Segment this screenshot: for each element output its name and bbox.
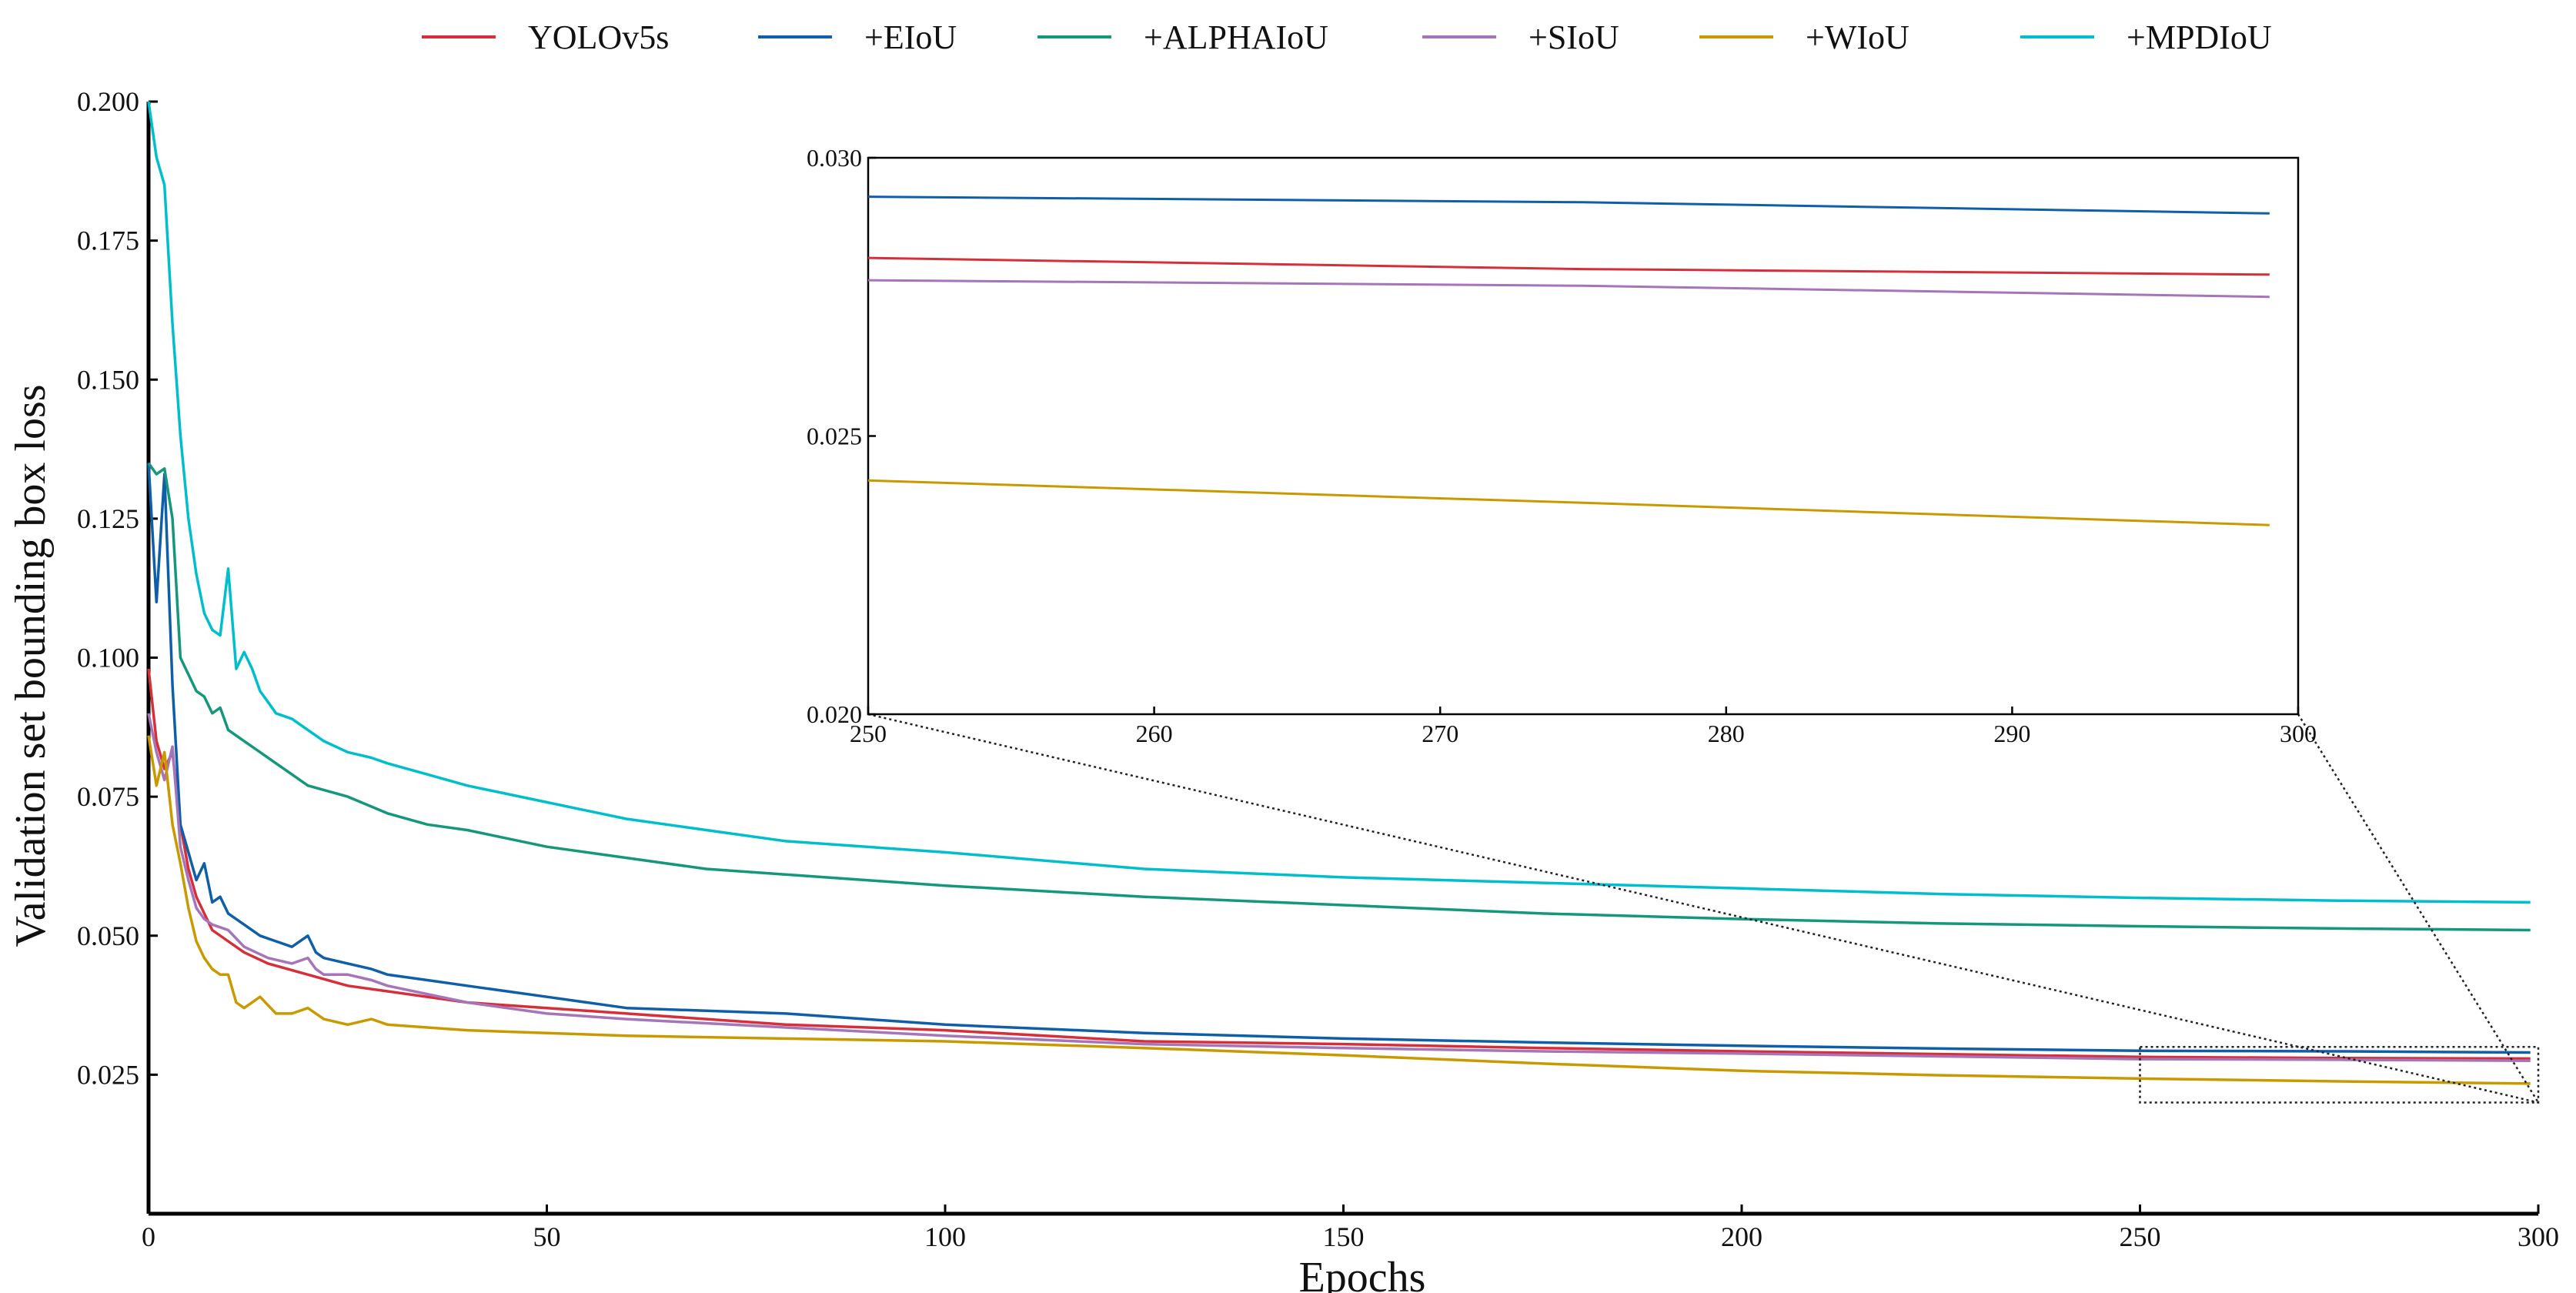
legend-item-wiou: +WIoU bbox=[1699, 18, 1909, 56]
y-tick-label-0.050: 0.050 bbox=[77, 920, 139, 951]
legend-item-alphaiou: +ALPHAIoU bbox=[1037, 18, 1328, 56]
series-line-yolov5s bbox=[147, 668, 2531, 1061]
series-line-wiou bbox=[147, 735, 2531, 1085]
y-tick-label-0.025: 0.025 bbox=[77, 1059, 139, 1090]
zoom-connector-left bbox=[867, 713, 2539, 1104]
legend-label-siou: +SIoU bbox=[1529, 18, 1619, 56]
y-tick-label-0.175: 0.175 bbox=[77, 226, 139, 256]
series-line-alphaiou bbox=[147, 462, 2531, 932]
x-tick-label-150: 150 bbox=[1323, 1221, 1365, 1252]
inset-x-tick-label-280: 280 bbox=[1708, 720, 1745, 747]
inset-x-tick-label-260: 260 bbox=[1136, 720, 1173, 747]
legend: YOLOv5s +EIoU +ALPHAIoU +SIoU +WIoU +MPDIoU bbox=[422, 18, 2272, 56]
inset-x-tick-label-250: 250 bbox=[850, 720, 887, 747]
y-tick-label-0.200: 0.200 bbox=[77, 86, 139, 117]
x-tick-label-200: 200 bbox=[1721, 1221, 1762, 1252]
inset-x-tick-label-270: 270 bbox=[1422, 720, 1458, 747]
legend-item-yolov5s: YOLOv5s bbox=[422, 18, 669, 56]
y-tick-label-0.150: 0.150 bbox=[77, 364, 139, 395]
zoom-region-box bbox=[2139, 1046, 2540, 1104]
zoom-connector-right bbox=[2297, 713, 2540, 1104]
inset-y-tick-label-0.030: 0.030 bbox=[807, 144, 862, 172]
x-tick-label-0: 0 bbox=[142, 1221, 155, 1252]
legend-item-eiou: +EIoU bbox=[758, 18, 957, 56]
inset-series-line-siou bbox=[867, 279, 2270, 299]
x-axis-label: Epochs bbox=[1299, 1254, 1426, 1293]
inset-y-tick-label-0.020: 0.020 bbox=[807, 700, 862, 728]
x-tick-label-100: 100 bbox=[924, 1221, 966, 1252]
y-axis-label: Validation set bounding box loss bbox=[7, 384, 55, 947]
x-tick-label-50: 50 bbox=[533, 1221, 561, 1252]
y-tick-label-0.125: 0.125 bbox=[77, 503, 139, 534]
legend-label-mpdiou: +MPDIoU bbox=[2127, 18, 2272, 56]
x-tick-label-300: 300 bbox=[2518, 1221, 2559, 1252]
inset-y-tick-label-0.025: 0.025 bbox=[807, 423, 862, 450]
legend-item-siou: +SIoU bbox=[1422, 18, 1619, 56]
legend-label-alphaiou: +ALPHAIoU bbox=[1144, 18, 1328, 56]
legend-label-eiou: +EIoU bbox=[864, 18, 957, 56]
inset-plot: 250 260 270 280 290 300 0.020 0.025 0.030 bbox=[807, 144, 2540, 1104]
inset-series-line-wiou bbox=[867, 479, 2270, 526]
x-tick-label-250: 250 bbox=[2120, 1221, 2161, 1252]
inset-x-tick-label-290: 290 bbox=[1993, 720, 2030, 747]
inset-frame bbox=[867, 156, 2300, 716]
legend-label-yolov5s: YOLOv5s bbox=[528, 18, 669, 56]
inset-series-line-yolov5s bbox=[867, 256, 2270, 276]
inset-series-line-eiou bbox=[867, 195, 2270, 215]
y-tick-label-0.075: 0.075 bbox=[77, 781, 139, 812]
main-plot: 0 50 100 150 200 250 300 0.025 0.050 0.075 0.100 0.… bbox=[77, 86, 2559, 1252]
series-line-siou bbox=[147, 713, 2531, 1063]
series-line-eiou bbox=[147, 463, 2531, 1054]
inset-x-tick-label-300: 300 bbox=[2280, 720, 2317, 747]
series-line-mpdiou bbox=[147, 101, 2531, 904]
legend-item-mpdiou: +MPDIoU bbox=[2020, 18, 2272, 56]
y-tick-label-0.100: 0.100 bbox=[77, 643, 139, 673]
legend-label-wiou: +WIoU bbox=[1806, 18, 1909, 56]
